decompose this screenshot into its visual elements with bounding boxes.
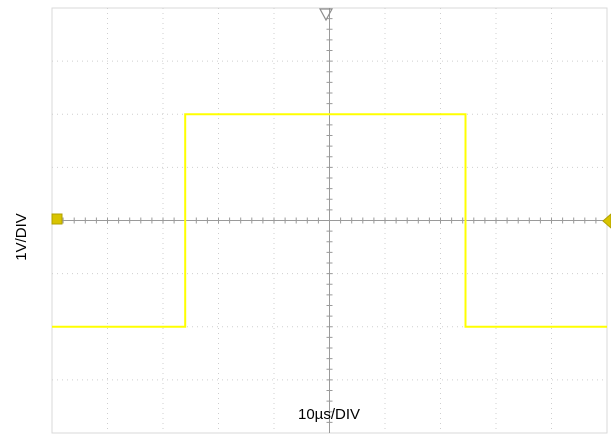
center-axes	[52, 8, 607, 433]
x-axis-label: 10µs/DIV	[298, 406, 360, 423]
trigger-level-marker	[602, 213, 611, 229]
trigger-position-marker	[318, 8, 334, 22]
grid	[52, 8, 607, 433]
series-0-trace	[52, 113, 607, 328]
markers	[51, 8, 611, 229]
channel-ground-marker	[51, 213, 63, 225]
y-axis-label: 1V/DIV	[13, 213, 30, 261]
